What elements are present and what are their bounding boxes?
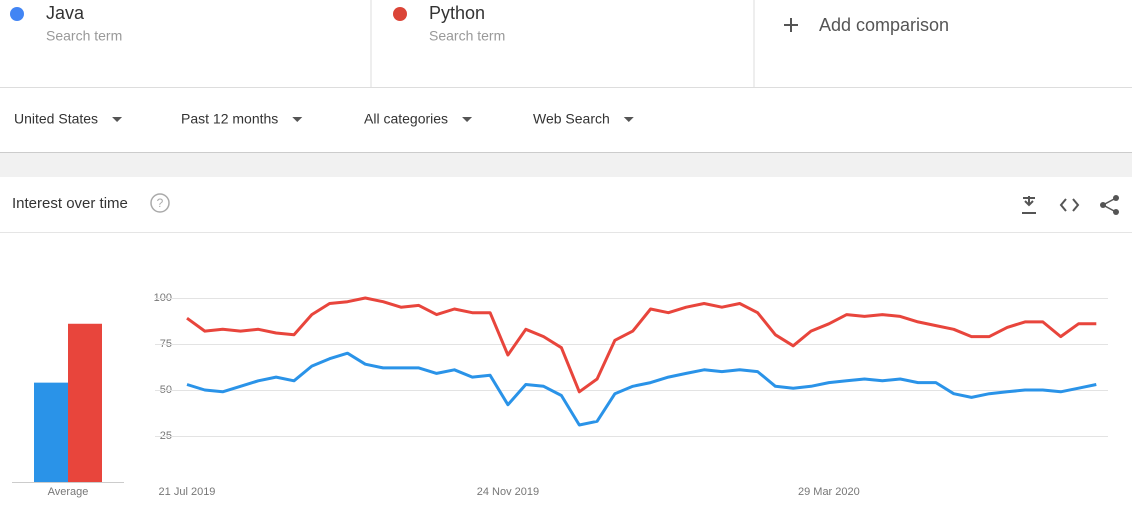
x-tick-label: 24 Nov 2019 [477, 486, 539, 498]
series-line [186, 296, 1097, 394]
y-tick-label: 75 [160, 338, 172, 350]
download-icon[interactable] [1022, 196, 1036, 214]
y-tick-label: 100 [154, 292, 172, 304]
dropdown-arrow [112, 117, 123, 122]
filter-label[interactable]: Web Search [533, 111, 610, 127]
share-dot [1100, 202, 1106, 208]
filter-label[interactable]: Past 12 months [181, 111, 278, 127]
help-mark: ? [157, 196, 164, 210]
help-circle [150, 193, 170, 213]
y-tick-label: 25 [160, 430, 172, 442]
filter-label[interactable]: United States [14, 111, 98, 127]
embed-icon[interactable] [1059, 198, 1080, 212]
x-tick-label: 21 Jul 2019 [159, 486, 216, 498]
share-dot [1113, 195, 1119, 201]
dropdown-arrow [623, 117, 634, 122]
term-name[interactable]: Python [429, 3, 485, 23]
gap-band [0, 153, 1132, 177]
dropdown-arrow [462, 117, 473, 122]
add-comparison[interactable]: Add comparison [784, 15, 949, 35]
term-subtitle: Search term [46, 28, 122, 44]
y-tick-label: 50 [160, 384, 172, 396]
term-dot [10, 7, 24, 21]
average-label: Average [48, 486, 89, 498]
chart-title: Interest over time [12, 195, 128, 212]
term-subtitle: Search term [429, 28, 505, 44]
add-comparison-label[interactable]: Add comparison [819, 15, 949, 35]
plus-icon [784, 18, 798, 32]
term-name[interactable]: Java [46, 3, 85, 23]
x-tick-label: 29 Mar 2020 [798, 486, 860, 498]
help-icon[interactable]: ? [150, 193, 170, 213]
term-dot [393, 7, 407, 21]
dropdown-arrow [292, 117, 303, 122]
series-line [186, 351, 1097, 427]
share-dot [1113, 209, 1119, 215]
average-bar [68, 323, 102, 482]
filter-label[interactable]: All categories [364, 111, 448, 127]
share-icon[interactable] [1100, 195, 1119, 215]
average-bar [34, 382, 68, 482]
